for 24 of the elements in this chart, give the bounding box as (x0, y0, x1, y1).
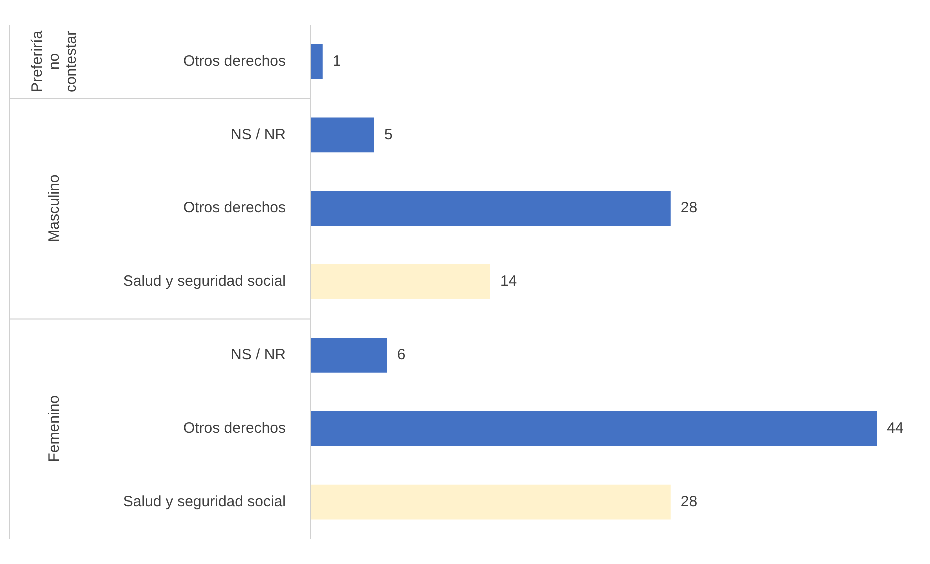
text: Masculino (46, 174, 64, 242)
y-tick-label: Otros derechos (183, 420, 286, 437)
bar (310, 191, 671, 226)
data-label: 28 (680, 493, 698, 510)
bar (310, 338, 388, 373)
data-label: 28 (680, 200, 698, 217)
data-label: 44 (887, 420, 904, 437)
data-label: 1 (332, 52, 342, 70)
bar (310, 264, 490, 300)
bar (310, 118, 374, 153)
bar (310, 484, 671, 520)
y-tick-label: Otros derechos (183, 200, 286, 217)
data-label: 6 (397, 346, 406, 364)
bar (310, 44, 323, 80)
y-tick-label: Salud y seguridad social (123, 273, 286, 290)
bar (310, 411, 878, 446)
text: Preferiría no contestar (29, 30, 80, 93)
y-tick-label: NS / NR (230, 346, 286, 364)
text: Femenino (46, 396, 64, 462)
y-tick-label: Salud y seguridad social (123, 493, 286, 510)
data-label: 5 (384, 126, 393, 144)
y-tick-label: Otros derechos (183, 52, 286, 70)
data-label: 14 (500, 273, 518, 290)
y-tick-label: NS / NR (230, 126, 286, 144)
